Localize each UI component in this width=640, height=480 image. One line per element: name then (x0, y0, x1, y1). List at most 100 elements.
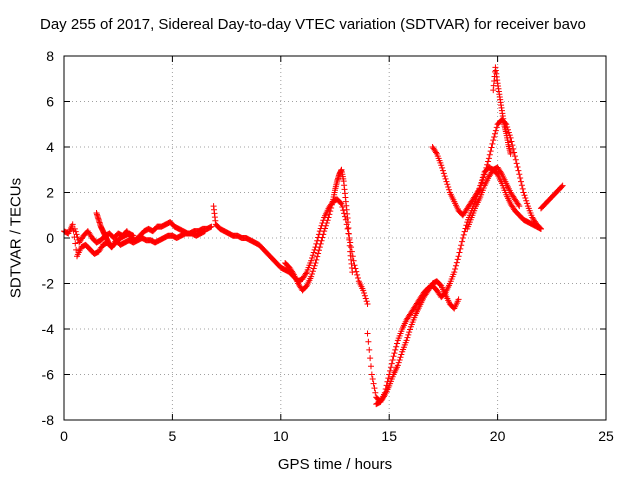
data-point (315, 250, 322, 257)
data-point (365, 338, 372, 345)
data-point (489, 140, 496, 147)
data-point (322, 222, 329, 229)
data-point (521, 192, 528, 199)
data-point (516, 203, 523, 210)
data-point (487, 148, 494, 155)
data-point (461, 228, 468, 235)
data-point (433, 149, 440, 156)
data-point (302, 270, 309, 277)
data-point (440, 170, 447, 177)
plot-border (63, 55, 607, 421)
x-tick-label: 20 (490, 428, 506, 444)
data-point (349, 269, 356, 276)
x-axis-label: GPS time / hours (277, 456, 393, 473)
data-point (524, 200, 531, 207)
data-point (396, 356, 403, 363)
data-point (346, 236, 353, 243)
series-9 (464, 164, 523, 232)
data-point (512, 156, 519, 163)
data-point (517, 174, 524, 181)
data-point (485, 158, 492, 165)
data-point (362, 295, 369, 302)
data-point (309, 270, 316, 277)
data-point (308, 273, 315, 280)
y-tick-label: -4 (42, 321, 55, 337)
data-point (403, 337, 410, 344)
series-4 (210, 196, 371, 307)
data-point (444, 181, 451, 188)
data-point (130, 232, 137, 239)
data-point (385, 375, 392, 382)
data-point (395, 359, 402, 366)
series-5 (282, 166, 356, 294)
data-point (391, 350, 398, 357)
data-point (311, 262, 318, 269)
data-point (321, 228, 328, 235)
data-point (327, 208, 334, 215)
data-point (511, 153, 518, 160)
data-point (372, 389, 379, 396)
data-point (398, 351, 405, 358)
data-point (310, 249, 317, 256)
data-point (452, 265, 459, 272)
x-tick-label: 25 (598, 428, 614, 444)
data-point (316, 244, 323, 251)
data-point (392, 346, 399, 353)
data-point (338, 200, 345, 207)
data-point (394, 362, 401, 369)
data-point (483, 164, 490, 171)
data-point (491, 130, 498, 137)
data-point (354, 275, 361, 282)
data-point (442, 175, 449, 182)
data-point (559, 182, 566, 189)
data-point (492, 127, 499, 134)
data-point (457, 245, 464, 252)
data-point (393, 343, 400, 350)
chart-title: Day 255 of 2017, Sidereal Day-to-day VTE… (40, 16, 586, 33)
data-point (452, 262, 459, 269)
data-point (481, 171, 488, 178)
data-point (389, 356, 396, 363)
data-point (537, 224, 544, 231)
axis-ticks: 0 5 10 15 20 25 -8 -6 -4 -2 0 2 4 6 8 (42, 48, 614, 444)
data-point (443, 178, 450, 185)
data-point (337, 199, 344, 206)
data-point (74, 234, 81, 241)
data-point (484, 161, 491, 168)
data-point (346, 242, 353, 249)
data-point (328, 204, 335, 211)
data-point (380, 393, 387, 400)
data-point (322, 225, 329, 232)
data-point (326, 211, 333, 218)
data-point (439, 167, 446, 174)
data-point (485, 155, 492, 162)
data-point (480, 174, 487, 181)
data-point (309, 255, 316, 262)
data-point (369, 376, 376, 383)
data-point (364, 330, 371, 337)
data-point (455, 253, 462, 260)
data-point (394, 340, 401, 347)
y-axis-label: SDTVAR / TECUs (7, 177, 25, 299)
data-point (363, 298, 370, 305)
data-point (445, 184, 452, 191)
data-point (201, 228, 208, 235)
data-point (482, 168, 489, 175)
data-point (370, 380, 377, 387)
y-tick-label: -8 (42, 412, 55, 428)
data-point (438, 162, 445, 169)
data-point (515, 201, 522, 208)
data-point (354, 271, 361, 278)
data-point (72, 228, 79, 235)
y-tick-label: -6 (42, 367, 55, 383)
data-point (405, 331, 412, 338)
data-point (366, 346, 373, 353)
y-tick-label: 6 (46, 94, 54, 110)
data-point (320, 231, 327, 238)
series-7 (373, 278, 462, 408)
data-point (458, 242, 465, 249)
data-point (208, 223, 215, 230)
data-point (459, 235, 466, 241)
data-point (439, 164, 446, 171)
grid-lines (64, 56, 606, 420)
